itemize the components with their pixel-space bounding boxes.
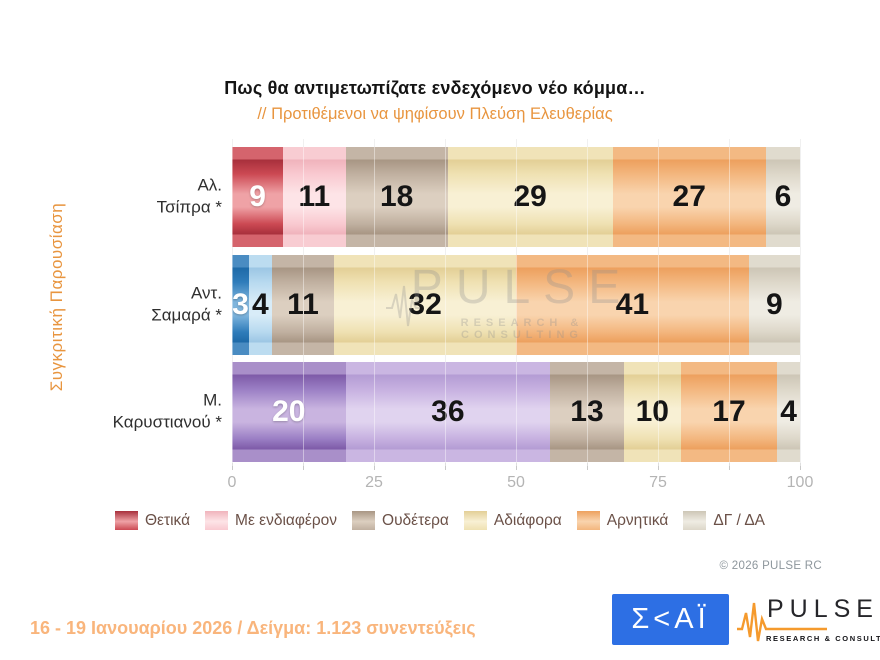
segment-value: 11 [287, 287, 319, 321]
legend-item: ΔΓ / ΔΑ [683, 511, 765, 530]
axis-tick [587, 463, 588, 470]
segment-value: 41 [615, 287, 650, 321]
legend-item: Με ενδιαφέρον [205, 511, 337, 530]
legend: Θετικά Με ενδιαφέρον Ουδέτερα Αδιάφορα Αρνητ… [50, 511, 830, 530]
bar-segment-pink: 11 [283, 147, 346, 247]
segment-value: 11 [298, 180, 331, 213]
axis-tick [729, 463, 730, 470]
category-label: Μ. Καρυστιανού * [112, 390, 222, 432]
chart-subtitle: // Προτιθέμενοι να ψηφίσουν Πλεύση Ελευθ… [257, 105, 613, 123]
legend-item: Θετικά [114, 511, 191, 530]
skai-logo-text: Σ<ΑΪ [631, 603, 710, 635]
pulse-logo-tagline: RESEARCH & CONSULTING [766, 634, 880, 643]
category-label: Αλ. Τσίπρα * [156, 175, 222, 217]
legend-swatch-pink [205, 511, 229, 530]
chart-title: Πως θα αντιμετωπίζατε ενδεχόμενο νέο κόμ… [224, 78, 646, 98]
copyright: © 2026 PULSE RC [719, 560, 822, 572]
title-block: Πως θα αντιμετωπίζατε ενδεχόμενο νέο κόμ… [60, 78, 810, 124]
bar-row: 20 36 13 10 17 4 [232, 362, 800, 462]
survey-info: 16 - 19 Ιανουαρίου 2026 / Δείγμα: 1.123 … [30, 618, 476, 638]
axis-tick [232, 463, 233, 470]
bar-segment-taupe: 13 [550, 362, 624, 462]
axis-tick [374, 463, 375, 470]
segment-value: 4 [252, 287, 269, 321]
bar-segment-red: 9 [232, 147, 284, 247]
segment-value: 18 [380, 180, 414, 213]
bar-segment-gray: 6 [765, 147, 800, 247]
bar-segment-purple: 20 [232, 362, 346, 462]
axis-tick [303, 463, 304, 470]
bar-segment-yellow: 29 [447, 147, 613, 247]
axis-tick-label: 100 [786, 474, 814, 491]
legend-label: Θετικά [144, 511, 191, 529]
bar-segment-taupe: 18 [345, 147, 448, 247]
bar-segment-blue: 3 [232, 254, 250, 355]
legend-label: Ουδέτερα [382, 511, 449, 529]
segment-value: 13 [570, 395, 604, 428]
legend-swatch-taupe [352, 511, 376, 530]
legend-swatch-orange [576, 511, 600, 530]
pulse-logo-name: PULSE [767, 595, 879, 623]
segment-value: 4 [780, 395, 797, 428]
axis-tick [658, 463, 659, 470]
category-label: Αντ. Σαμαρά * [151, 283, 222, 325]
legend-label: ΔΓ / ΔΑ [713, 511, 766, 529]
bar-row: 3 4 11 32 41 9 [232, 254, 800, 355]
legend-swatch-red [114, 511, 138, 530]
pulse-logo: PULSE RESEARCH & CONSULTING [737, 593, 880, 647]
bar-segment-lightblue: 4 [249, 254, 272, 355]
bar-segment-gray: 4 [777, 362, 800, 462]
segment-value: 17 [712, 395, 746, 428]
bar-segment-yellow: 10 [623, 362, 681, 462]
legend-item: Αρνητικά [576, 511, 669, 530]
segment-value: 9 [249, 180, 266, 213]
axis-tick [516, 463, 517, 470]
segment-value: 6 [774, 180, 792, 213]
axis-tick [445, 463, 446, 470]
pulse-waveform-icon [737, 602, 827, 642]
segment-value: 27 [672, 180, 706, 213]
legend-item: Ουδέτερα [352, 511, 449, 530]
legend-item: Αδιάφορα [463, 511, 562, 530]
segment-value: 20 [272, 395, 306, 428]
plot-area: 9 11 18 29 27 6 3 4 11 32 41 9 20 36 13 10 17 4 [232, 139, 801, 466]
legend-swatch-gray [683, 511, 707, 530]
bar-segment-orange: 41 [515, 254, 749, 355]
segment-value: 3 [232, 287, 249, 321]
axis-tick-label: 50 [507, 474, 525, 491]
bar-segment-orange: 17 [680, 362, 778, 462]
legend-swatch-yellow [463, 511, 487, 530]
skai-logo: Σ<ΑΪ [612, 594, 729, 645]
axis-tick-label: 0 [227, 474, 237, 491]
bar-segment-gray: 9 [748, 254, 800, 355]
bar-segment-yellow: 32 [334, 254, 516, 355]
legend-label: Αδιάφορα [493, 511, 562, 529]
gridline [800, 139, 801, 466]
bar-segment-orange: 27 [612, 147, 766, 247]
bar-row: 9 11 18 29 27 6 [232, 147, 800, 247]
legend-label: Με ενδιαφέρον [235, 511, 338, 529]
gridline [800, 139, 801, 466]
legend-label: Αρνητικά [606, 511, 669, 529]
bar-segment-lightpurple: 36 [345, 362, 551, 462]
segment-value: 9 [766, 287, 783, 321]
segment-value: 36 [431, 395, 465, 428]
segment-value: 10 [635, 395, 669, 428]
axis-tick-label: 75 [649, 474, 667, 491]
axis-tick-label: 25 [365, 474, 383, 491]
segment-value: 32 [408, 287, 442, 321]
bar-segment-taupe: 11 [271, 254, 335, 355]
segment-value: 29 [513, 180, 547, 213]
axis-tick [800, 463, 801, 470]
